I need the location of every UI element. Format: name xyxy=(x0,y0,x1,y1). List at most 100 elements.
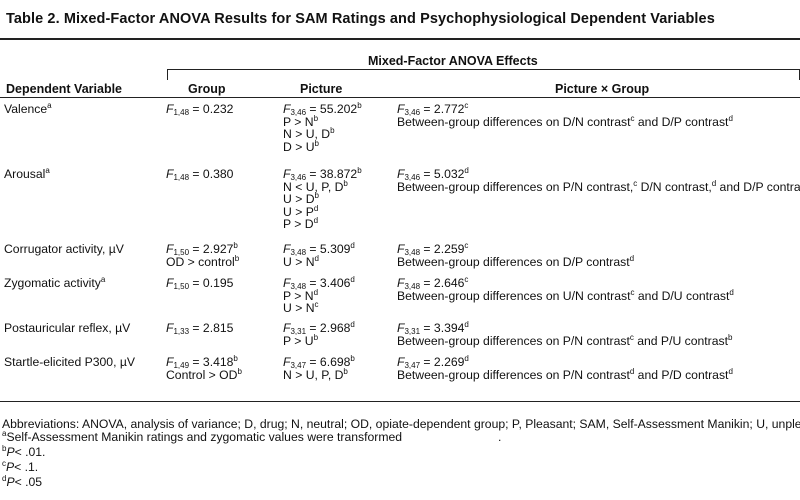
significance-mark: b xyxy=(357,101,362,110)
picture-effect-cell-line: U > Nd xyxy=(283,254,355,269)
significance-mark: c xyxy=(629,332,634,342)
contrast-text: and D/U contrast xyxy=(634,288,730,303)
interaction-effect-cell: F3,48 = 2.259c Between-group differences … xyxy=(397,242,635,269)
picture-effect-cell-line: U > Db xyxy=(283,191,362,206)
dv-text: Startle-elicited P300, µV xyxy=(4,355,135,369)
f-statistic-symbol: F xyxy=(397,276,405,290)
significance-mark: c xyxy=(630,287,635,297)
picture-effect-cell-line: F3,31 = 2.968d xyxy=(283,321,355,336)
f-value: = 2.772 xyxy=(420,102,465,116)
footnote-d-mark: d xyxy=(2,474,7,483)
significance-mark: b xyxy=(313,332,319,342)
col-header-dependent-variable: Dependent Variable xyxy=(6,82,123,96)
significance-mark: b xyxy=(314,191,319,201)
footnote-c-mark: c xyxy=(2,459,6,468)
f-value: = 3.406 xyxy=(306,276,351,290)
group-effect-cell: F1,48 = 0.232 xyxy=(166,102,233,117)
f-statistic-symbol: F xyxy=(283,102,291,116)
f-value: = 0.380 xyxy=(189,167,234,181)
footnote-c: cP< .1. xyxy=(2,459,39,475)
f-value: = 2.815 xyxy=(189,321,234,335)
degrees-of-freedom: 3,46 xyxy=(404,108,421,117)
top-rule xyxy=(0,38,800,40)
significance-mark: b xyxy=(330,126,335,136)
significance-mark: c xyxy=(464,101,469,110)
f-statistic-symbol: F xyxy=(166,355,174,369)
f-statistic-symbol: F xyxy=(397,102,405,116)
degrees-of-freedom: 3,31 xyxy=(404,327,421,336)
degrees-of-freedom: 1,48 xyxy=(173,108,190,117)
f-statistic-symbol: F xyxy=(166,102,174,116)
interaction-effect-cell-line: Between-group differences on P/N contras… xyxy=(397,178,800,194)
picture-effect-cell-line: N < U, P, Db xyxy=(283,178,362,194)
bottom-rule xyxy=(0,401,800,402)
degrees-of-freedom: 1,49 xyxy=(173,361,190,370)
contrast-text: Control > OD xyxy=(166,367,238,382)
significance-mark: d xyxy=(729,287,734,297)
col-header-picture: Picture xyxy=(300,82,343,96)
f-statistic-symbol: F xyxy=(283,355,291,369)
footnote-c-text: < .1. xyxy=(14,460,39,474)
significance-mark: b xyxy=(343,178,348,188)
significance-mark: c xyxy=(314,300,319,310)
f-value: = 3.418 xyxy=(189,355,234,369)
contrast-text: Between-group differences on U/N contras… xyxy=(397,288,631,303)
f-value: = 2.927 xyxy=(189,242,234,256)
anova-effects-header: Mixed-Factor ANOVA Effects xyxy=(368,54,538,68)
f-value: = 38.872 xyxy=(306,167,358,181)
contrast-text: Between-group differences on P/N contras… xyxy=(397,179,634,194)
f-statistic-symbol: F xyxy=(283,242,291,256)
footnote-abbreviations: Abbreviations: ANOVA, analysis of varian… xyxy=(2,417,800,431)
picture-effect-cell: F3,46 = 38.872b N < U, P, Db U > Db U > Pd P… xyxy=(283,167,362,231)
group-effect-cell-line: OD > controlb xyxy=(166,253,240,269)
table-title: Table 2. Mixed-Factor ANOVA Results for … xyxy=(6,11,715,27)
footnote-c-p: P xyxy=(6,460,15,474)
interaction-effect-cell-line: F3,47 = 2.269d xyxy=(397,354,733,370)
significance-mark: b xyxy=(234,253,240,263)
degrees-of-freedom: 3,48 xyxy=(404,282,421,291)
footnote-b-p: P xyxy=(6,445,15,459)
f-statistic-symbol: F xyxy=(397,355,405,369)
f-statistic-symbol: F xyxy=(166,321,174,335)
f-statistic-symbol: F xyxy=(166,167,174,181)
significance-mark: b xyxy=(350,354,355,363)
significance-mark: d xyxy=(711,178,717,188)
footnote-b: bP< .01. xyxy=(2,445,45,460)
contrast-text: and P/U contrast xyxy=(633,333,728,348)
f-statistic-symbol: F xyxy=(166,276,174,290)
f-value: = 5.032 xyxy=(420,167,465,181)
contrast-text: N < U, P, D xyxy=(283,179,344,194)
footnote-a-text: Self-Assessment Manikin ratings and zygo… xyxy=(6,430,403,444)
f-value: = 3.394 xyxy=(420,321,465,335)
dependent-variable-label: Zygomatic activitya xyxy=(4,276,105,290)
dependent-variable-label: Corrugator activity, µV xyxy=(4,243,124,256)
picture-effect-cell: F3,48 = 3.406d P > Nd U > Nc xyxy=(283,276,355,315)
f-value: = 2.646 xyxy=(420,276,465,290)
picture-effect-cell-line: P > Ub xyxy=(283,332,355,348)
significance-mark: b xyxy=(233,241,238,250)
contrast-text: U > P xyxy=(283,204,314,219)
contrast-text: Between-group differences on P/N contras… xyxy=(397,367,630,382)
contrast-text: P > N xyxy=(283,288,314,303)
f-value: = 2.269 xyxy=(420,355,465,369)
group-effect-cell: F1,48 = 0.380 xyxy=(166,167,234,182)
significance-mark: b xyxy=(728,332,733,342)
group-effect-cell-line: F1,33 = 2.815 xyxy=(166,321,234,336)
degrees-of-freedom: 3,46 xyxy=(404,173,421,182)
f-statistic-symbol: F xyxy=(397,242,405,256)
degrees-of-freedom: 3,47 xyxy=(404,361,421,370)
interaction-effect-cell-line: F3,31 = 3.394d xyxy=(397,321,732,336)
f-value: = 5.309 xyxy=(306,242,351,256)
degrees-of-freedom: 3,48 xyxy=(290,282,307,291)
significance-mark: d xyxy=(313,203,319,213)
contrast-text: Between-group differences on D/P contras… xyxy=(397,254,630,269)
significance-mark: d xyxy=(728,113,733,123)
f-value: = 2.259 xyxy=(420,242,465,256)
significance-mark: d xyxy=(464,354,469,363)
significance-mark: d xyxy=(629,253,635,263)
degrees-of-freedom: 3,46 xyxy=(290,173,307,182)
significance-mark: d xyxy=(350,241,355,250)
footnote-a: aSelf-Assessment Manikin ratings and zyg… xyxy=(2,430,501,445)
contrast-text: and P/D contrast xyxy=(634,367,729,382)
dv-text: Postauricular reflex, µV xyxy=(4,321,131,335)
